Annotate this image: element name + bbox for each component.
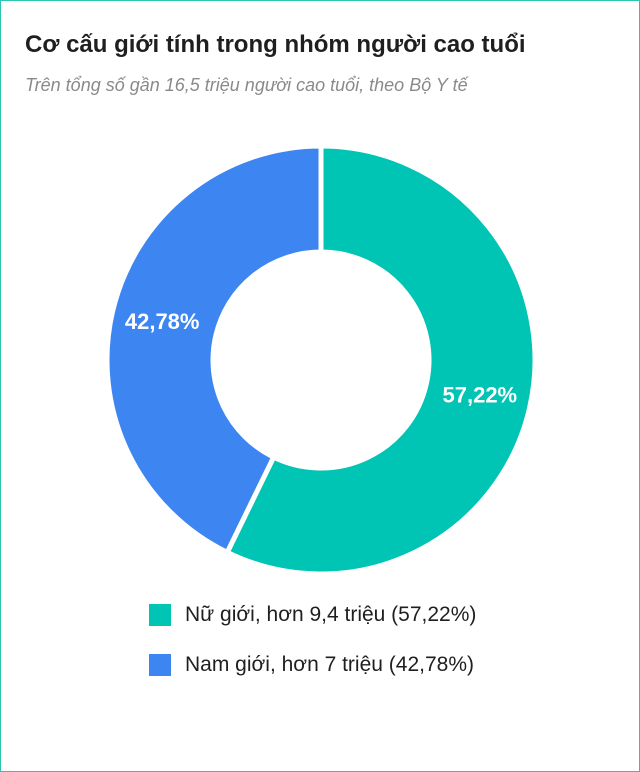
- legend-label-female: Nữ giới, hơn 9,4 triệu (57,22%): [185, 603, 477, 626]
- chart-title: Cơ cấu giới tính trong nhóm người cao tu…: [25, 31, 526, 58]
- legend-item-female: Nữ giới, hơn 9,4 triệu (57,22%): [149, 601, 476, 629]
- legend-label-male: Nam giới, hơn 7 triệu (42,78%): [185, 653, 474, 676]
- legend-item-male: Nam giới, hơn 7 triệu (42,78%): [149, 651, 476, 679]
- data-label-male: 42,78%: [125, 309, 200, 334]
- chart-subtitle: Trên tổng số gần 16,5 triệu người cao tu…: [25, 75, 468, 95]
- donut-slice-female: [223, 143, 538, 577]
- legend-swatch-female: [149, 604, 171, 626]
- donut-chart: 57,22% 42,78%: [104, 143, 538, 577]
- legend-swatch-male: [149, 654, 171, 676]
- donut-slice-male: [104, 143, 324, 556]
- chart-legend: Nữ giới, hơn 9,4 triệu (57,22%) Nam giới…: [149, 601, 476, 701]
- data-label-female: 57,22%: [443, 382, 518, 407]
